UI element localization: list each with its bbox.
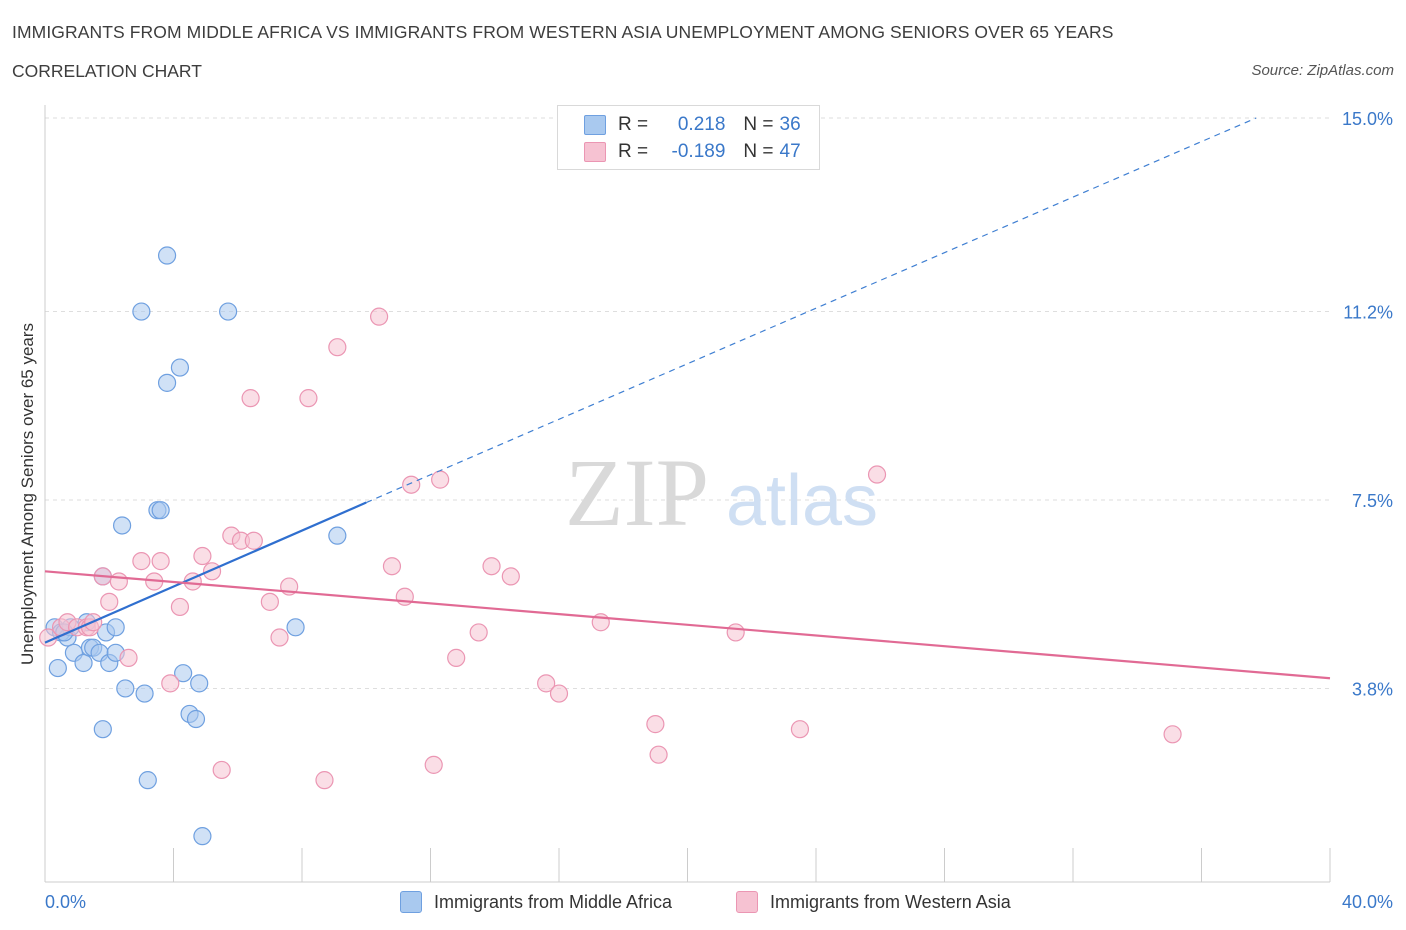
watermark: ZIP atlas — [565, 439, 878, 546]
data-point — [447, 648, 466, 667]
legend-row-middle-africa: R = 0.218 N = 36 — [584, 112, 801, 138]
data-point — [93, 720, 112, 739]
data-point — [370, 307, 389, 326]
data-point — [286, 618, 305, 637]
data-point — [649, 745, 668, 764]
data-point — [328, 526, 347, 545]
data-point — [106, 618, 125, 637]
y-axis-label: Unemployment Among Seniors over 65 years — [18, 322, 37, 666]
axes — [44, 105, 1331, 883]
data-point — [157, 373, 177, 392]
correlation-legend: R = 0.218 N = 36 R = -0.189 N = 47 — [557, 105, 820, 170]
y-tick-label: 3.8% — [1352, 679, 1393, 699]
data-point — [193, 546, 212, 566]
legend-n-label: N = — [743, 114, 774, 135]
data-point — [328, 338, 347, 357]
data-point — [241, 389, 260, 408]
legend-n-value: 36 — [779, 114, 801, 135]
data-point — [74, 653, 93, 673]
series-middle-africa — [45, 246, 347, 846]
watermark-zip: ZIP — [565, 439, 709, 546]
trendline-middle-africa — [44, 501, 367, 644]
data-point — [1163, 725, 1182, 744]
data-point — [537, 674, 556, 693]
bottom-legend-western-asia: Immigrants from Western Asia — [736, 889, 1011, 915]
y-tick-label: 15.0% — [1342, 109, 1393, 129]
chart-title: IMMIGRANTS FROM MIDDLE AFRICA VS IMMIGRA… — [12, 22, 1114, 42]
bottom-legend-swatch-western-asia — [736, 891, 758, 913]
data-point — [193, 827, 212, 846]
trend-layer — [44, 117, 1331, 680]
data-point — [482, 557, 501, 576]
data-point — [549, 684, 569, 703]
data-point — [646, 715, 665, 734]
data-point — [270, 628, 289, 647]
series-layer — [39, 246, 1182, 846]
gridlines — [45, 117, 1330, 689]
data-point — [116, 679, 135, 698]
data-point — [244, 531, 263, 550]
y-tick-labels: 3.8% 7.5% 11.2% 15.0% — [1342, 109, 1393, 699]
data-point — [790, 720, 810, 739]
legend-n-value: 47 — [779, 141, 801, 162]
y-tick-label: 11.2% — [1343, 303, 1393, 323]
data-point — [424, 755, 443, 774]
data-point — [119, 648, 138, 667]
legend-row-western-asia: R = -0.189 N = 47 — [584, 139, 801, 165]
data-point — [186, 709, 206, 729]
data-point — [132, 552, 151, 571]
data-point — [132, 302, 151, 321]
trendline-middle-africa-extrapolated — [366, 117, 1257, 504]
bottom-legend-swatch-middle-africa — [400, 891, 422, 913]
legend-r-value: 0.218 — [677, 114, 726, 135]
bottom-legend-label-western-asia: Immigrants from Western Asia — [770, 891, 1011, 912]
x-tick-label: 0.0% — [45, 892, 86, 912]
data-point — [299, 389, 318, 408]
data-point — [170, 358, 190, 377]
data-point — [170, 597, 190, 617]
data-point — [260, 592, 279, 611]
series-western-asia — [39, 307, 1182, 790]
data-point — [726, 623, 745, 642]
data-point — [48, 658, 67, 678]
data-point — [135, 684, 154, 703]
legend-swatch-western-asia — [584, 142, 606, 162]
data-point — [100, 592, 119, 611]
data-point — [867, 465, 887, 484]
legend-r-label: R = — [618, 114, 649, 135]
chart-subtitle: CORRELATION CHART — [12, 61, 202, 81]
data-point — [469, 623, 488, 642]
data-point — [382, 557, 402, 576]
data-point — [190, 674, 209, 693]
data-point — [219, 302, 238, 321]
data-point — [138, 771, 157, 790]
legend-r-value: -0.189 — [671, 141, 726, 162]
data-point — [501, 567, 520, 586]
watermark-atlas: atlas — [726, 461, 878, 541]
x-tick-label: 40.0% — [1342, 892, 1393, 912]
data-point — [174, 664, 193, 683]
data-point — [157, 246, 177, 265]
legend-swatch-middle-africa — [584, 115, 606, 135]
bottom-legend-label-middle-africa: Immigrants from Middle Africa — [434, 891, 673, 912]
x-tick-labels: 0.0% 40.0% — [45, 892, 1393, 912]
y-tick-label: 7.5% — [1352, 491, 1393, 511]
data-point — [151, 552, 170, 571]
trendline-western-asia — [44, 570, 1331, 680]
data-point — [161, 674, 180, 693]
data-point — [112, 516, 132, 535]
data-point — [109, 572, 128, 591]
data-point — [402, 475, 421, 494]
bottom-legend-middle-africa: Immigrants from Middle Africa — [400, 889, 672, 915]
data-point — [212, 760, 231, 780]
legend-n-label: N = — [743, 141, 774, 162]
legend-r-label: R = — [618, 141, 649, 162]
data-point — [315, 771, 334, 790]
source-note: Source: ZipAtlas.com — [1251, 62, 1394, 79]
data-point — [151, 501, 170, 520]
data-point — [431, 470, 450, 489]
